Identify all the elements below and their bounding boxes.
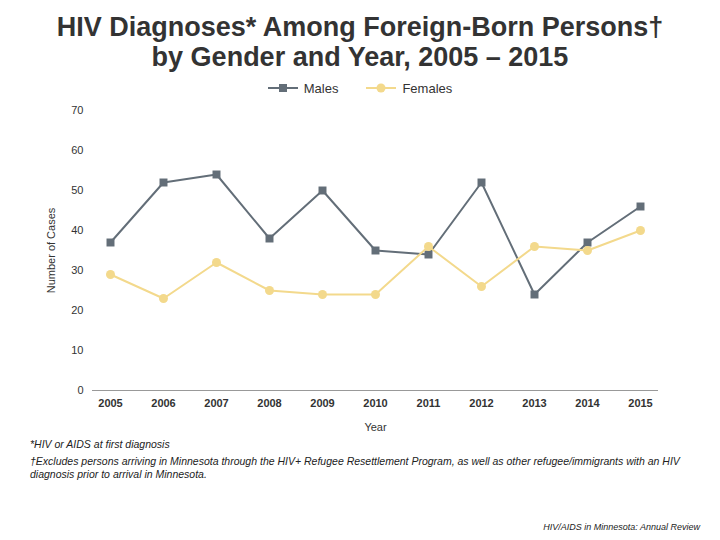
html-text:HIV Diagnoses* Among Foreign-B: HIV Diagnoses* Among Foreign-Born Person… [56,12,664,72]
svg-text:Number of Cases: Number of Cases [45,207,57,293]
html-text:Females: Females [402,80,453,96]
svg-text:30: 30 [71,264,83,276]
svg-text:Year: Year [364,421,387,433]
svg-text:2007: 2007 [204,397,228,409]
svg-text:0: 0 [77,384,83,396]
svg-text:2006: 2006 [151,397,175,409]
svg-text:2012: 2012 [469,397,493,409]
svg-text:50: 50 [71,184,83,196]
html-text:*HIV or AIDS at first diagnosi: *HIV or AIDS at first diagnosis [30,438,170,450]
svg-text:10: 10 [71,344,83,356]
svg-text:2011: 2011 [417,397,441,409]
svg-text:2013: 2013 [522,397,546,409]
html-text:Males: Males [303,80,339,96]
svg-text:2010: 2010 [363,397,387,409]
html-text:HIV/AIDS in Minnesota: Annual: HIV/AIDS in Minnesota: Annual Review [543,522,700,532]
svg-text:70: 70 [71,104,83,116]
svg-text:2008: 2008 [257,397,281,409]
svg-text:2009: 2009 [310,397,334,409]
svg-text:20: 20 [71,304,83,316]
svg-text:2014: 2014 [575,397,600,409]
html-text:†Excludes persons arriving in: †Excludes persons arriving in Minnesota … [30,455,680,480]
svg-text:40: 40 [71,224,83,236]
svg-text:2015: 2015 [628,397,652,409]
svg-text:60: 60 [71,144,83,156]
svg-text:2005: 2005 [98,397,122,409]
